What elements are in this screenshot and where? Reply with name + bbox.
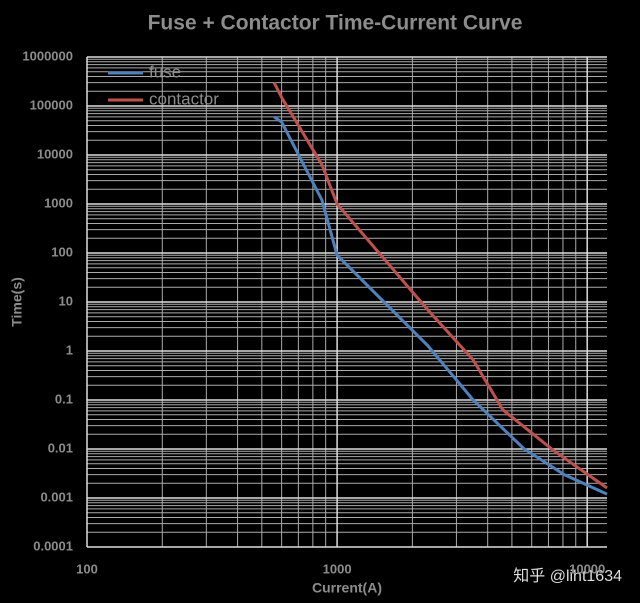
x-axis-label: Current(A) [312,580,382,596]
y-tick-label: 0.0001 [33,538,73,553]
y-tick-label: 1000 [44,195,73,210]
y-tick-label: 10 [59,293,73,308]
x-tick-label: 1000 [323,561,352,576]
y-tick-label: 1000000 [22,48,73,63]
y-tick-label: 1 [66,342,73,357]
watermark: 知乎 @liht1634 [513,567,622,585]
y-tick-label: 0.1 [55,391,73,406]
x-tick-label: 100 [76,561,98,576]
series-line [273,115,608,496]
y-tick-label: 10000 [37,146,73,161]
y-tick-label: 0.01 [48,440,73,455]
y-tick-label: 100 [51,244,73,259]
chart-title: Fuse + Contactor Time-Current Curve [148,12,523,35]
legend-label: contactor [149,89,219,108]
y-tick-label: 100000 [30,97,73,112]
legend-label: fuse [149,62,181,81]
y-tick-label: 0.001 [40,489,73,504]
x-tick-label: 10000 [569,561,605,576]
series-line [272,81,608,490]
y-axis-label: Time(s) [9,277,25,327]
